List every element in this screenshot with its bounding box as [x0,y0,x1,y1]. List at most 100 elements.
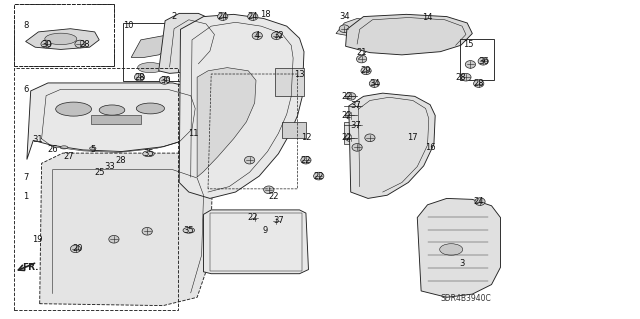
Bar [14,4,114,66]
Ellipse shape [271,32,282,40]
Bar [282,122,306,138]
Text: 25: 25 [94,168,104,177]
Text: 18: 18 [260,10,271,19]
Text: 10: 10 [123,21,133,30]
Ellipse shape [474,80,484,87]
Ellipse shape [56,102,92,116]
Ellipse shape [353,102,364,110]
Polygon shape [336,19,370,36]
Ellipse shape [75,40,85,48]
Text: 28: 28 [134,73,145,82]
Text: 14: 14 [422,13,433,22]
Ellipse shape [369,80,380,87]
Ellipse shape [301,156,311,164]
Text: 22: 22 [269,192,279,201]
Text: 36: 36 [478,57,488,66]
Ellipse shape [138,63,163,73]
Bar [91,115,141,124]
Ellipse shape [252,32,262,40]
Ellipse shape [314,172,324,180]
Ellipse shape [461,73,471,81]
Ellipse shape [465,61,476,68]
Ellipse shape [264,186,274,194]
Polygon shape [131,36,172,57]
Text: 6: 6 [23,85,28,94]
Ellipse shape [356,55,367,63]
Ellipse shape [60,146,68,149]
Ellipse shape [183,227,195,233]
Ellipse shape [365,134,375,142]
Text: 33: 33 [105,162,115,171]
Ellipse shape [143,151,154,157]
Ellipse shape [346,112,356,119]
Polygon shape [26,29,99,49]
Ellipse shape [136,103,164,114]
Bar [14,4,114,66]
Text: 22: 22 [301,156,311,165]
Ellipse shape [346,93,356,100]
Ellipse shape [361,67,371,75]
Ellipse shape [475,198,485,205]
Text: 8: 8 [23,21,28,30]
Text: 22: 22 [342,133,352,142]
Text: FR.: FR. [22,263,39,272]
Text: 24: 24 [474,197,484,206]
Text: 22: 22 [314,172,324,181]
Bar [344,122,415,144]
Text: 1: 1 [23,192,28,201]
Ellipse shape [41,40,51,48]
Bar [275,68,304,96]
Text: 24: 24 [248,12,258,21]
Text: 12: 12 [301,133,311,142]
Ellipse shape [134,73,145,81]
Ellipse shape [478,57,488,65]
Text: 15: 15 [463,40,474,48]
Polygon shape [204,210,308,274]
Ellipse shape [142,227,152,235]
Text: 13: 13 [294,70,305,78]
Text: 5: 5 [90,145,95,154]
Polygon shape [346,14,472,55]
Ellipse shape [440,244,463,255]
Ellipse shape [70,245,81,253]
Text: 27: 27 [64,152,74,161]
Ellipse shape [218,13,228,20]
Text: 37: 37 [350,121,360,130]
Ellipse shape [90,147,96,150]
Text: 35: 35 [143,149,154,158]
Text: 34: 34 [339,12,349,21]
Ellipse shape [353,121,364,129]
Text: 11: 11 [188,129,198,138]
Text: 22: 22 [342,92,352,101]
Polygon shape [197,68,256,177]
Ellipse shape [109,235,119,243]
Polygon shape [159,13,221,73]
Text: 29: 29 [361,66,371,75]
Ellipse shape [271,217,282,225]
Text: 4: 4 [255,31,260,40]
Ellipse shape [346,134,356,142]
Text: 24: 24 [218,12,228,21]
Text: 28: 28 [115,156,125,165]
Bar [14,68,178,310]
Text: 26: 26 [47,145,58,154]
Text: 32: 32 [273,31,284,40]
Text: 21: 21 [356,48,367,57]
Bar [460,39,494,80]
Text: 3: 3 [460,259,465,268]
Ellipse shape [248,13,258,20]
Text: 34: 34 [369,79,380,88]
Bar [210,213,302,271]
Ellipse shape [99,105,125,115]
Text: 31: 31 [32,135,42,144]
Text: 9: 9 [263,226,268,235]
Polygon shape [417,198,500,297]
Polygon shape [27,83,205,160]
Text: 28: 28 [456,73,466,82]
Text: 30: 30 [42,40,52,48]
Polygon shape [179,14,304,198]
Text: 22: 22 [248,213,258,222]
Text: 7: 7 [23,173,28,182]
Text: 35: 35 [184,226,194,235]
Text: SDR4B3940C: SDR4B3940C [440,294,492,303]
